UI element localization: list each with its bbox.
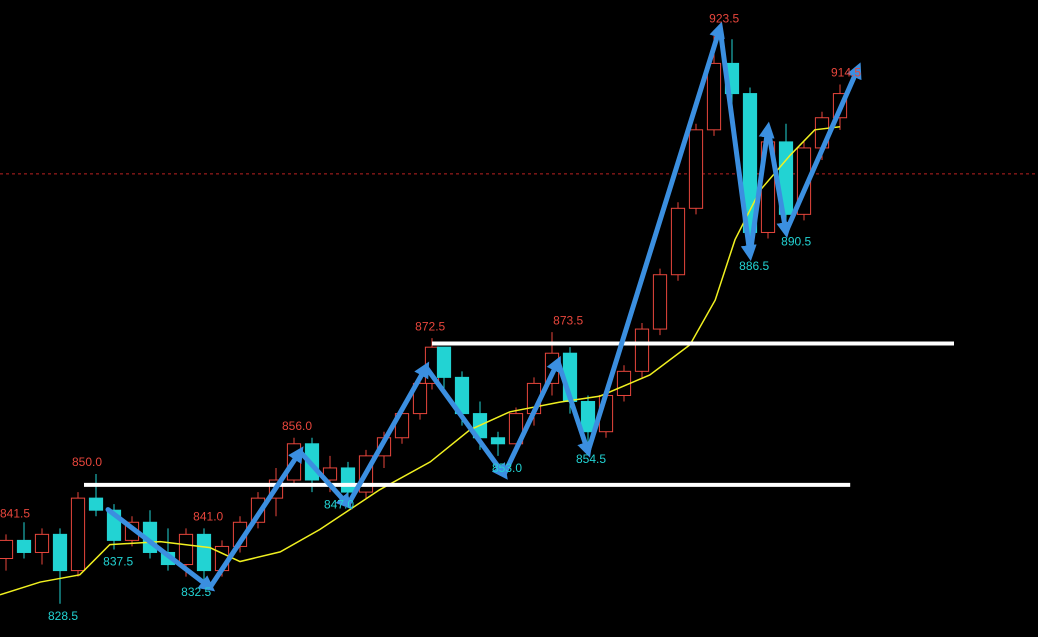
extreme-label: 850.0 — [72, 455, 102, 469]
candle-body — [196, 533, 212, 572]
candle-body — [178, 533, 194, 566]
candle-body — [436, 346, 452, 378]
candle-body — [742, 93, 758, 233]
candle-body — [688, 129, 704, 209]
zigzag-arrow — [501, 355, 562, 478]
candle-body — [580, 401, 596, 433]
candle-body — [706, 62, 722, 131]
candle-body — [34, 533, 50, 553]
zigzag-arrow — [345, 361, 430, 508]
zigzag-arrow — [765, 125, 793, 239]
zigzag-arrow — [207, 446, 304, 590]
zigzag-arrow — [555, 359, 593, 458]
candle-body — [778, 141, 794, 215]
candle-body — [490, 437, 506, 445]
extreme-label: 841.5 — [0, 506, 30, 520]
candle-body — [88, 497, 104, 511]
zigzag-arrow — [423, 364, 508, 480]
candle-body — [670, 207, 686, 276]
candle-body — [52, 533, 68, 572]
extreme-label: 854.5 — [576, 452, 606, 466]
extreme-label: 872.5 — [415, 319, 445, 333]
zigzag-arrow — [585, 21, 725, 455]
extreme-label: 890.5 — [781, 235, 811, 249]
zigzag-arrow — [783, 62, 862, 235]
candle-body — [0, 539, 14, 560]
candle-body — [412, 382, 428, 415]
extreme-label: 873.5 — [553, 313, 583, 327]
extreme-label: 914.5 — [831, 66, 861, 80]
extreme-label: 828.5 — [48, 609, 78, 623]
candle-body — [70, 497, 86, 572]
extreme-label: 847.0 — [324, 497, 354, 511]
zigzag-arrow — [717, 25, 757, 262]
extreme-label: 856.0 — [282, 419, 312, 433]
extreme-label: 923.5 — [709, 11, 739, 25]
extreme-label: 832.5 — [181, 585, 211, 599]
zigzag-arrow — [297, 449, 353, 510]
extreme-label: 841.0 — [193, 509, 223, 523]
zigzag-arrow — [747, 121, 775, 258]
candle-body — [652, 274, 668, 330]
extreme-label: 886.5 — [739, 259, 769, 273]
candle-body — [340, 467, 356, 493]
candle-body — [16, 539, 32, 553]
zigzag-arrow — [105, 507, 216, 592]
extreme-label: 837.5 — [103, 555, 133, 569]
candle-body — [634, 328, 650, 372]
extreme-label: 853.0 — [492, 461, 522, 475]
